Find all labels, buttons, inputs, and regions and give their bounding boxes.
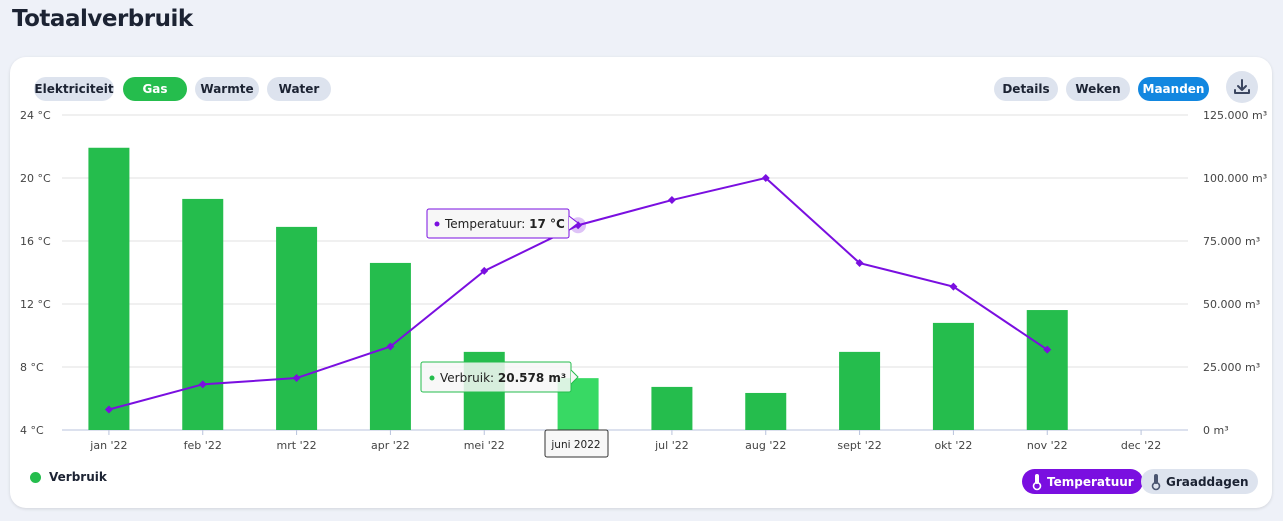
thermometer-icon (1151, 473, 1161, 490)
chart-card: Elektriciteit Gas Warmte Water Details W… (10, 57, 1272, 508)
tab-elektriciteit[interactable]: Elektriciteit (34, 77, 114, 101)
download-icon (1234, 79, 1250, 94)
toggle-graaddagen[interactable]: Graaddagen (1141, 469, 1258, 494)
tab-maanden[interactable]: Maanden (1138, 77, 1209, 101)
download-button[interactable] (1226, 71, 1258, 103)
legend-label: Verbruik (49, 470, 107, 484)
tab-warmte[interactable]: Warmte (195, 77, 259, 101)
tab-gas[interactable]: Gas (123, 77, 187, 101)
tab-weken[interactable]: Weken (1066, 77, 1130, 101)
thermometer-icon (1032, 473, 1042, 490)
legend-dot (30, 471, 41, 483)
tab-details[interactable]: Details (994, 77, 1058, 101)
tab-water[interactable]: Water (267, 77, 331, 101)
toggle-temperatuur[interactable]: Temperatuur (1022, 469, 1143, 494)
legend-verbruik[interactable]: Verbruik (30, 470, 107, 484)
page-title: Totaalverbruik (12, 6, 193, 32)
toggle-label: Graaddagen (1166, 474, 1249, 489)
toggle-label: Temperatuur (1047, 474, 1134, 489)
